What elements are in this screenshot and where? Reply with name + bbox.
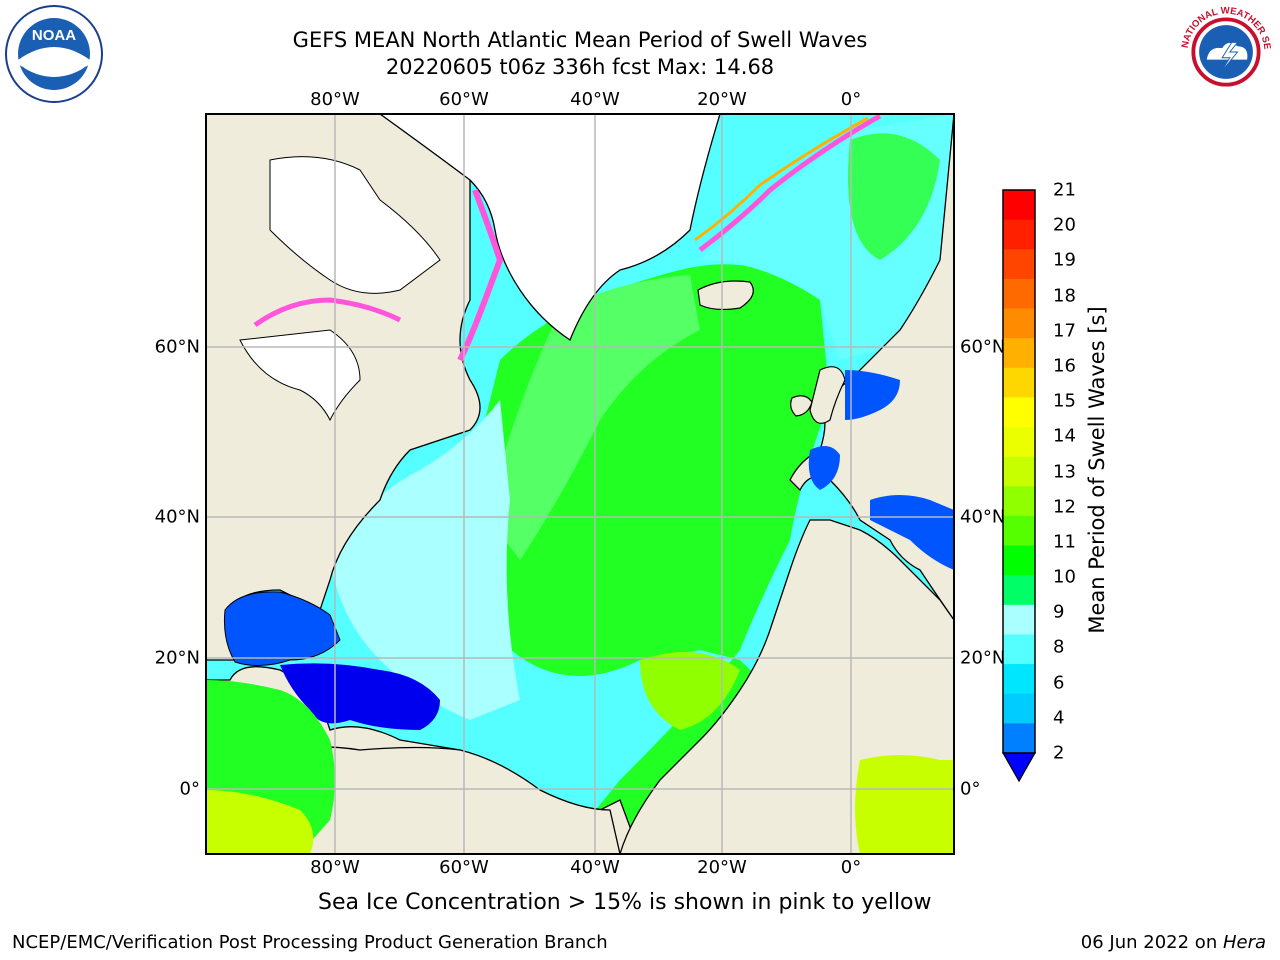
- colorbar-tick-label: 17: [1053, 320, 1076, 342]
- land-ireland: [790, 395, 813, 417]
- colorbar-extend-arrow: [1001, 752, 1037, 783]
- colorbar-tick-label: 10: [1053, 566, 1076, 588]
- land-british-isles: [809, 366, 846, 424]
- sea-ice-fringe-greenland-east: [698, 114, 882, 252]
- colorbar-segment: [1003, 604, 1035, 635]
- colorbar-frame: [1002, 189, 1036, 754]
- colorbar-segment: [1003, 338, 1035, 369]
- nws-logo: NATIONAL WEATHER SERVICE: [1178, 4, 1272, 99]
- colorbar-tick-label: 12: [1053, 496, 1076, 518]
- colorbar-segment: [1003, 190, 1035, 221]
- colorbar-tick-label: 21: [1053, 179, 1076, 201]
- colorbar-segment: [1003, 486, 1035, 517]
- footer-date: 06 Jun 2022 on Hera: [1081, 932, 1266, 953]
- lat-label-right-60n: 60°N: [960, 336, 1006, 358]
- gridlines: [206, 114, 954, 854]
- arctic-islands-ice: [269, 156, 441, 294]
- footer-credit: NCEP/EMC/Verification Post Processing Pr…: [12, 932, 608, 953]
- lon-label-bottom-80w: 80°W: [310, 857, 360, 878]
- colorbar-segment: [1003, 723, 1035, 754]
- colorbar-segment: [1003, 664, 1035, 695]
- colorbar-segment: [1003, 308, 1035, 339]
- lon-label-bottom-60w: 60°W: [439, 857, 489, 878]
- colorbar-tick-label: 2: [1053, 742, 1065, 764]
- footer-host: Hera: [1222, 932, 1266, 953]
- noaa-logo-text: NOAA: [32, 27, 76, 44]
- colorbar-segment: [1003, 545, 1035, 576]
- colorbar-tick-label: 6: [1053, 672, 1065, 694]
- colorbar-segment: [1003, 278, 1035, 310]
- sea-ice-fringe-greenland-east-outer: [694, 116, 869, 242]
- map-frame: [205, 113, 955, 855]
- lat-label-left-40n: 40°N: [154, 506, 200, 528]
- colorbar-segment: [1003, 634, 1035, 665]
- west-cyan-region: [330, 400, 520, 720]
- lat-label-left-60n: 60°N: [154, 336, 200, 358]
- colorbar-tick-label: 19: [1053, 249, 1076, 271]
- mediterranean-blue: [870, 495, 954, 570]
- lat-label-left-20n: 20°N: [154, 647, 200, 669]
- colorbar-segment: [1003, 219, 1035, 250]
- colorbar-tick-label: 14: [1053, 425, 1076, 447]
- hudson-bay-ice: [239, 329, 361, 422]
- colorbar-segment: [1003, 456, 1035, 487]
- colorbar-segment: [1003, 367, 1035, 398]
- lat-label-right-40n: 40°N: [960, 506, 1006, 528]
- colorbar-tick-label: 8: [1053, 636, 1065, 658]
- sea-ice-note: Sea Ice Concentration > 15% is shown in …: [318, 890, 932, 915]
- chart-subtitle: 20220605 t06z 336h fcst Max: 14.68: [385, 55, 775, 79]
- lon-label-top-80w: 80°W: [310, 89, 360, 110]
- colorbar-segment: [1003, 515, 1035, 547]
- colorbar-tick-label: 18: [1053, 285, 1076, 307]
- colorbar-label: Mean Period of Swell Waves [s]: [1085, 306, 1109, 634]
- north-green-patch: [848, 133, 940, 260]
- colorbar-tick-label: 13: [1053, 461, 1076, 482]
- lat-label-right-0: 0°: [960, 778, 981, 800]
- lat-label-right-20n: 20°N: [960, 647, 1006, 669]
- colorbar-segment: [1003, 427, 1035, 458]
- chart-title: GEFS MEAN North Atlantic Mean Period of …: [292, 28, 868, 52]
- caribbean-sea: [280, 663, 440, 730]
- colorbar-tick-label: 15: [1053, 390, 1076, 412]
- lat-label-left-0: 0°: [179, 778, 200, 800]
- tropical-yellow-green-patch: [640, 652, 740, 730]
- colorbar-tick-label: 9: [1053, 601, 1065, 623]
- lon-label-bottom-40w: 40°W: [570, 857, 620, 878]
- colorbar-segment: [1003, 575, 1035, 606]
- land-europe: [789, 114, 954, 622]
- lon-label-bottom-20w: 20°W: [697, 857, 747, 878]
- land-iceland: [697, 280, 754, 311]
- lon-label-top-0: 0°: [840, 89, 862, 110]
- north-sea-blue: [845, 370, 900, 420]
- gulf-of-guinea-yellow: [855, 755, 954, 854]
- pacific-yellow-region: [206, 790, 314, 854]
- lon-label-top-20w: 20°W: [697, 89, 747, 110]
- sea-ice-fringe-baffin: [457, 188, 504, 362]
- colorbar-segment: [1003, 397, 1035, 428]
- footer-date-text: 06 Jun 2022 on: [1080, 932, 1223, 953]
- land-greenland: [378, 114, 721, 341]
- biscay-blue: [808, 446, 840, 490]
- sea-ice-fringe-hudson: [253, 297, 402, 328]
- colorbar-tick-label: 16: [1053, 355, 1076, 377]
- lon-label-top-60w: 60°W: [439, 89, 489, 110]
- colorbar-segment: [1003, 249, 1035, 280]
- colorbar-segment: [1003, 693, 1035, 724]
- colorbar-tick-label: 4: [1053, 707, 1065, 729]
- colorbar-tick-label: 11: [1053, 531, 1076, 553]
- lon-label-top-40w: 40°W: [570, 89, 620, 110]
- colorbar: [1001, 189, 1037, 783]
- lon-label-bottom-0: 0°: [840, 857, 862, 878]
- gulf-of-mexico: [224, 591, 341, 666]
- noaa-logo: NOAA: [5, 5, 103, 103]
- colorbar-tick-label: 20: [1053, 214, 1076, 236]
